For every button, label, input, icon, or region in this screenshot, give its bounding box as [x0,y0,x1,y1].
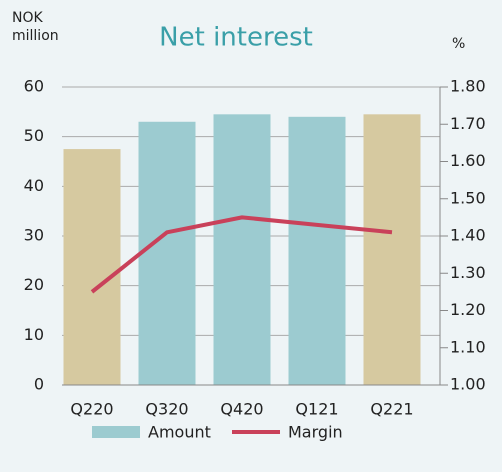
y2-tick-label: 1.30 [450,263,486,282]
y2-tick-label: 1.80 [450,77,486,96]
y2-tick-label: 1.00 [450,375,486,394]
y-axis-label: million [12,28,59,44]
bar [363,114,421,386]
y2-tick-label: 1.40 [450,226,486,245]
y-tick-label: 20 [24,275,44,294]
x-tick-label: Q220 [70,400,113,419]
y-axis-label: NOK [12,10,43,26]
bar [63,149,121,385]
y2-tick-label: 1.20 [450,300,486,319]
bar [138,121,196,386]
y2-tick-label: 1.10 [450,337,486,356]
y-tick-label: 40 [24,176,44,195]
y-tick-label: 50 [24,126,44,145]
legend-label: Margin [288,423,343,442]
x-tick-label: Q320 [145,400,188,419]
x-tick-label: Q221 [370,400,413,419]
bar [213,114,271,386]
y-tick-label: 0 [34,375,44,394]
legend-label: Amount [148,423,211,442]
y-tick-label: 60 [24,77,44,96]
y2-tick-label: 1.70 [450,114,486,133]
line [90,215,393,294]
x-tick-label: Q121 [295,400,338,419]
bar [288,116,346,386]
chart-title: Net interest [159,23,313,53]
y-tick-label: 30 [24,226,44,245]
y2-tick-label: 1.60 [450,151,486,170]
y2-axis-label: % [452,36,465,52]
y-tick-label: 10 [24,325,44,344]
y2-tick-label: 1.50 [450,188,486,207]
x-tick-label: Q420 [220,400,263,419]
legend-swatch [92,426,140,438]
